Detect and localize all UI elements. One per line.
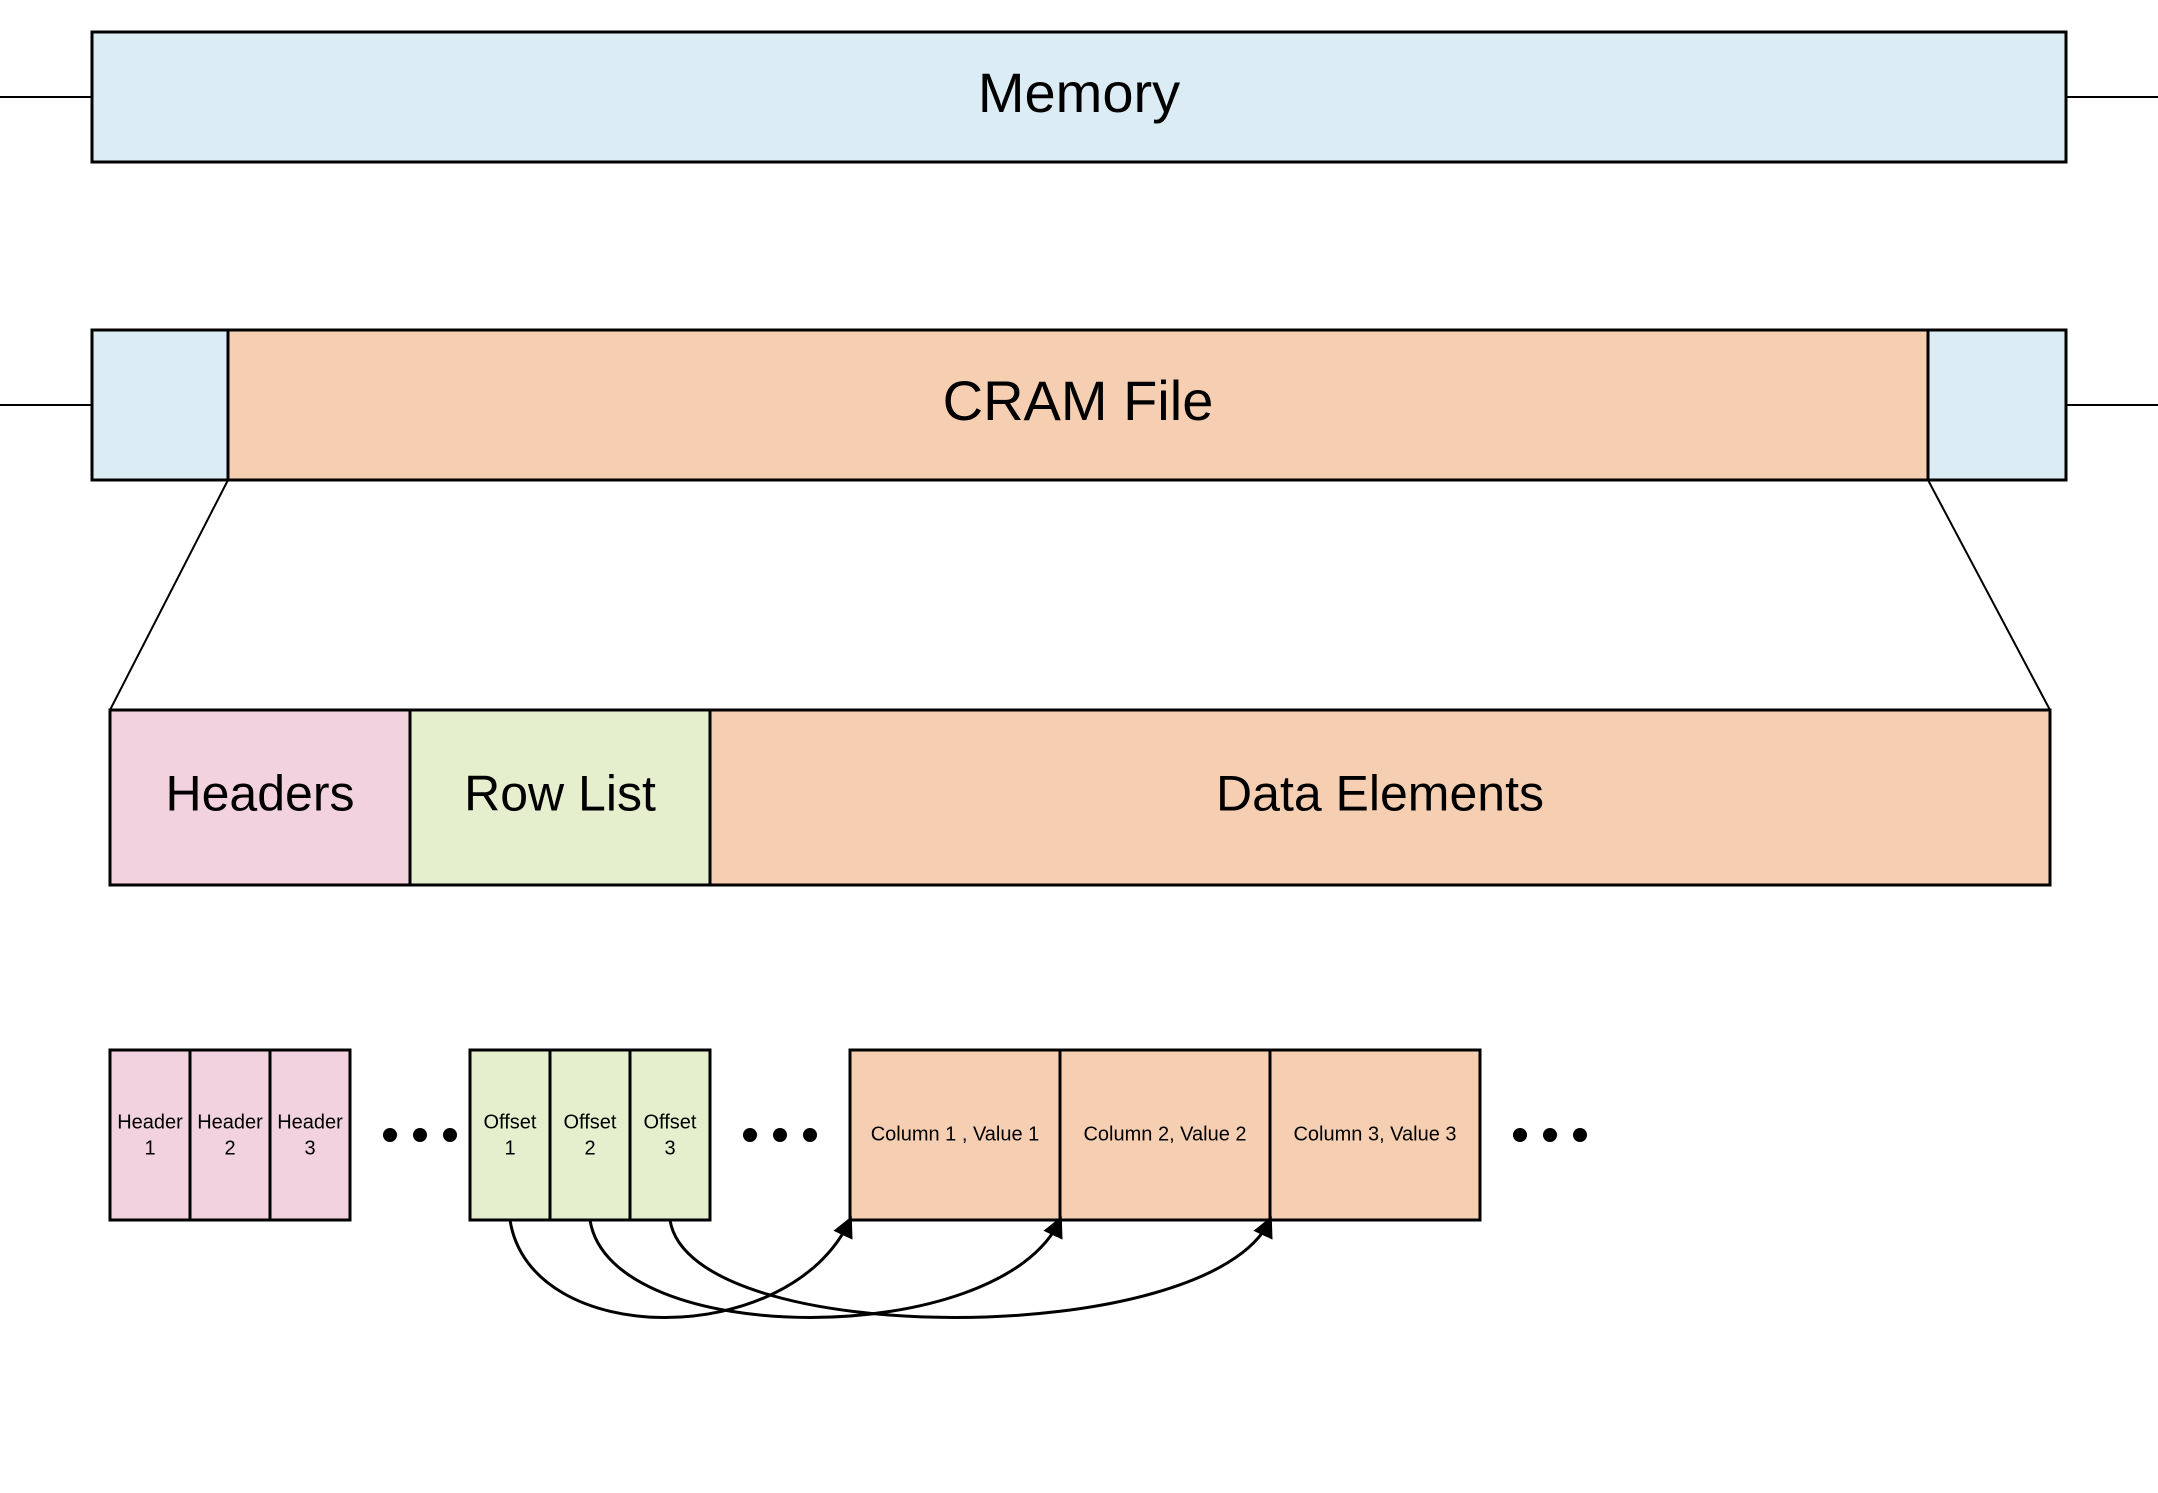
detail-offset-cell-0 (470, 1050, 550, 1220)
cram-right-pad (1928, 330, 2066, 480)
section-rowlist-label: Row List (464, 766, 656, 822)
detail-offset-cell-1-line1: Offset (564, 1111, 617, 1133)
detail-header-cell-1-line2: 2 (224, 1137, 235, 1159)
detail-header-cell-2-line1: Header (277, 1111, 343, 1133)
detail-offset-cell-2-line1: Offset (644, 1111, 697, 1133)
cram-file-label: CRAM File (943, 369, 1214, 432)
detail-offset-cell-ellipsis (743, 1128, 817, 1142)
detail-offset-cell-1-line2: 2 (584, 1137, 595, 1159)
section-headers-label: Headers (166, 766, 355, 822)
detail-header-cell-2-line2: 3 (304, 1137, 315, 1159)
detail-header-cell-0-line1: Header (117, 1111, 183, 1133)
detail-offset-cell-0-line1: Offset (484, 1111, 537, 1133)
detail-data-cell-2-line1: Column 3, Value 3 (1293, 1123, 1456, 1145)
offset-to-data-arrow-1 (590, 1220, 1060, 1318)
detail-data-cell-1-line1: Column 2, Value 2 (1083, 1123, 1246, 1145)
offset-to-data-arrow-2 (670, 1220, 1270, 1318)
detail-offset-cell-0-line2: 1 (504, 1137, 515, 1159)
detail-offset-cell-2-line2: 3 (664, 1137, 675, 1159)
zoom-line-left (110, 480, 228, 710)
detail-data-cell-0-line1: Column 1 , Value 1 (871, 1123, 1040, 1145)
cram-left-pad (92, 330, 228, 480)
detail-offset-cell-2 (630, 1050, 710, 1220)
zoom-line-right (1928, 480, 2050, 710)
section-data-label: Data Elements (1216, 766, 1544, 822)
detail-header-cell-ellipsis (383, 1128, 457, 1142)
detail-offset-cell-1 (550, 1050, 630, 1220)
detail-header-cell-2 (270, 1050, 350, 1220)
detail-header-cell-0-line2: 1 (144, 1137, 155, 1159)
detail-data-cell-ellipsis (1513, 1128, 1587, 1142)
detail-header-cell-0 (110, 1050, 190, 1220)
memory-label: Memory (978, 61, 1180, 124)
detail-header-cell-1-line1: Header (197, 1111, 263, 1133)
detail-header-cell-1 (190, 1050, 270, 1220)
